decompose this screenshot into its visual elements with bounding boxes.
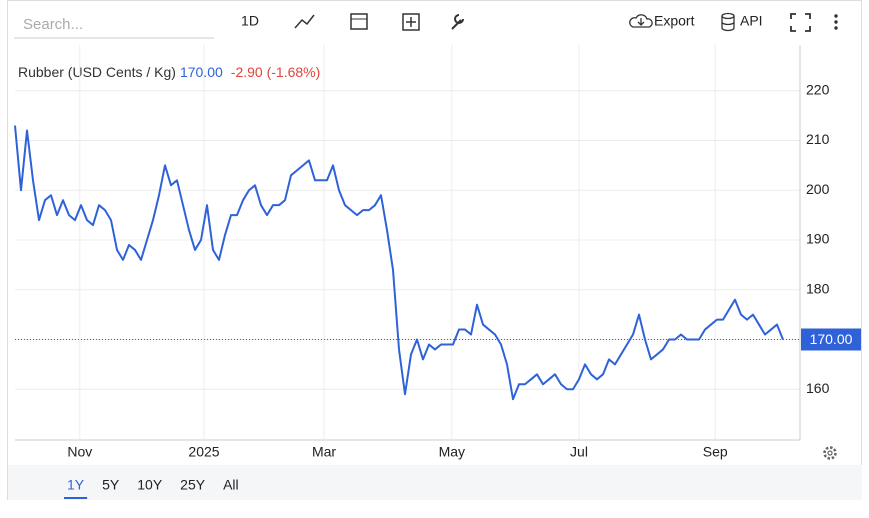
x-tick-label: Sep [703,444,728,460]
y-tick-label: 180 [806,280,830,296]
tools-icon[interactable] [451,14,464,30]
x-tick-label: Jul [570,444,588,460]
chart-type-icon[interactable] [294,14,315,29]
y-tick-label: 190 [806,231,830,247]
last-price: 170.00 [180,64,223,80]
x-tick-label: 2025 [188,444,219,460]
fullscreen-icon[interactable] [790,13,811,32]
interval-button[interactable]: 1D [241,13,259,29]
y-tick-label: 220 [806,81,830,97]
range-button[interactable]: All [223,477,239,493]
x-tick-label: May [439,444,465,460]
range-button[interactable]: 10Y [137,477,163,493]
api-icon[interactable] [721,12,735,32]
y-tick-label: 200 [806,181,830,197]
export-button[interactable]: Export [654,13,695,29]
last-price-tag [801,328,861,351]
range-button[interactable]: 5Y [102,477,120,493]
y-tick-label: 210 [806,131,830,147]
price-line [14,125,784,401]
last-price-tag-label: 170.00 [810,331,853,347]
y-tick-label: 160 [806,380,830,396]
api-button[interactable]: API [740,13,763,29]
price-change: -2.90 (-1.68%) [231,64,320,80]
series-name: Rubber (USD Cents / Kg) [18,64,176,80]
legend: Rubber (USD Cents / Kg) 170.00 -2.90 (-1.6… [18,64,320,80]
indicator-icon[interactable] [402,13,420,31]
range-button[interactable]: 25Y [180,477,206,493]
range-button[interactable]: 1Y [67,477,85,493]
export-icon[interactable] [629,14,653,28]
frame [7,0,862,500]
menu-icon[interactable] [834,14,838,30]
search-input[interactable]: Search... [23,16,83,33]
range-bar [8,465,862,500]
x-tick-label: Mar [312,444,336,460]
calendar-icon[interactable] [350,13,368,30]
x-tick-label: Nov [67,444,92,460]
settings-icon[interactable] [823,446,837,460]
